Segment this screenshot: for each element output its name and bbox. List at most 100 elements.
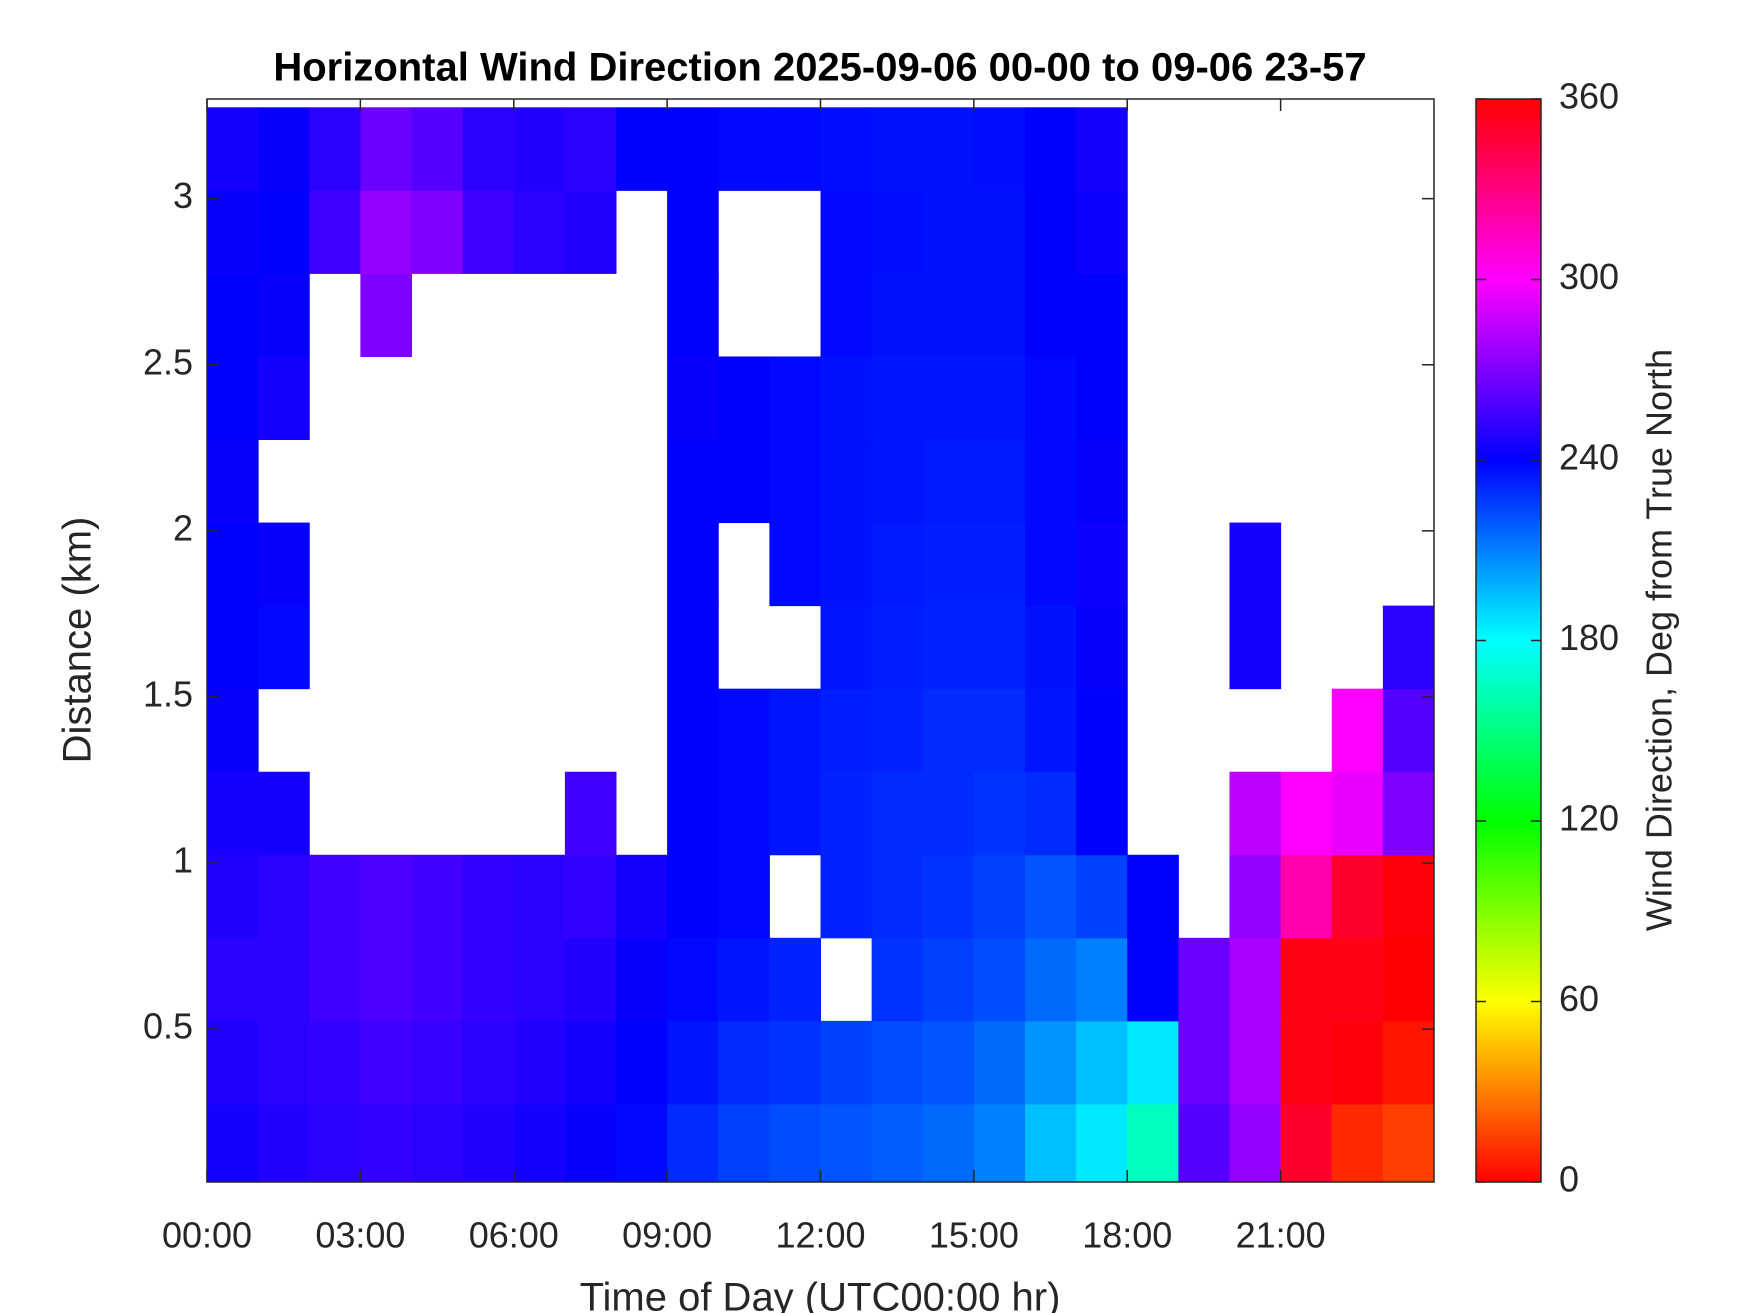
heatmap-cell	[718, 356, 770, 441]
heatmap-cell	[1280, 854, 1333, 939]
heatmap-cell	[564, 854, 617, 939]
heatmap-cell	[769, 1020, 821, 1105]
heatmap-cell	[769, 107, 821, 191]
heatmap-cell	[1076, 688, 1128, 773]
y-tick-label: 0.5	[143, 1006, 193, 1047]
heatmap-cell	[922, 107, 975, 191]
heatmap-cell	[1229, 771, 1282, 856]
heatmap-cell	[1025, 273, 1077, 357]
heatmap-cell	[973, 273, 1026, 357]
heatmap-cell	[1025, 1103, 1077, 1182]
heatmap-cell	[1382, 771, 1434, 856]
heatmap-cell	[820, 439, 873, 524]
heatmap-cell	[922, 937, 975, 1022]
heatmap-cell	[871, 937, 924, 1022]
heatmap-cell	[1076, 937, 1128, 1022]
heatmap-cell	[973, 605, 1026, 690]
x-axis-label: Time of Day (UTC00:00 hr)	[580, 1276, 1061, 1313]
colorbar-tick-label: 240	[1559, 437, 1619, 478]
heatmap-cell	[871, 1020, 924, 1105]
heatmap-cell	[1127, 1020, 1179, 1105]
x-tick-label: 21:00	[1236, 1215, 1326, 1256]
heatmap-cell	[258, 190, 310, 274]
heatmap-cell	[820, 107, 873, 191]
heatmap-cell	[1025, 107, 1077, 191]
heatmap-cell	[309, 1020, 361, 1105]
heatmap-cell	[462, 1103, 515, 1182]
heatmap-cell	[1076, 1020, 1128, 1105]
heatmap-cell	[820, 273, 873, 357]
heatmap-cell	[1178, 1103, 1230, 1182]
heatmap-cell	[667, 605, 719, 690]
heatmap-cell	[922, 273, 975, 357]
x-tick-label: 06:00	[469, 1215, 559, 1256]
colorbar-tick-label: 300	[1559, 256, 1619, 297]
heatmap-cell	[513, 854, 566, 939]
heatmap-cell	[718, 439, 770, 524]
heatmap-cell	[769, 439, 821, 524]
heatmap-cell	[718, 771, 770, 856]
heatmap-cell	[564, 1103, 617, 1182]
heatmap-cell	[820, 688, 873, 773]
heatmap-cell	[1025, 1020, 1077, 1105]
heatmap-cell	[922, 522, 975, 607]
heatmap-cell	[1076, 1103, 1128, 1182]
heatmap-cell	[667, 854, 719, 939]
colorbar	[1475, 98, 1542, 1183]
heatmap-cell	[360, 107, 412, 191]
heatmap-cell	[1127, 854, 1179, 939]
heatmap-cell	[564, 107, 617, 191]
heatmap-cell	[258, 522, 310, 607]
heatmap-cell	[871, 273, 924, 357]
heatmap-cell	[1382, 937, 1434, 1022]
heatmap-cell	[820, 190, 873, 274]
heatmap-cell	[667, 1103, 719, 1182]
heatmap-cell	[1025, 356, 1077, 441]
heatmap-cell	[667, 190, 719, 274]
heatmap-cell	[871, 854, 924, 939]
heatmap-cell	[820, 1020, 873, 1105]
heatmap-cell	[871, 107, 924, 191]
heatmap-cell	[820, 854, 873, 939]
colorbar-tick-label: 60	[1559, 978, 1599, 1019]
heatmap-cell	[564, 190, 617, 274]
heatmap-cell	[820, 605, 873, 690]
heatmap-cell	[922, 771, 975, 856]
heatmap-cell	[616, 937, 668, 1022]
heatmap-cell	[871, 605, 924, 690]
heatmap-cell	[922, 356, 975, 441]
heatmap-cell	[1331, 771, 1384, 856]
heatmap-cell	[462, 190, 515, 274]
colorbar-tick-label: 0	[1559, 1159, 1579, 1200]
heatmap-cell	[1076, 854, 1128, 939]
heatmap-cell	[1229, 1020, 1282, 1105]
x-tick-label: 18:00	[1082, 1215, 1172, 1256]
heatmap-cell	[1280, 1103, 1333, 1182]
heatmap-cell	[1178, 1020, 1230, 1105]
heatmap-cell	[207, 1020, 259, 1105]
heatmap-cell	[411, 1103, 464, 1182]
heatmap-cell	[1076, 190, 1128, 274]
heatmap-cell	[616, 854, 668, 939]
heatmap-cell	[462, 1020, 515, 1105]
heatmap-cell	[718, 937, 770, 1022]
heatmap-cell	[258, 937, 310, 1022]
heatmap-cell	[207, 107, 259, 191]
heatmap-cell	[1076, 439, 1128, 524]
heatmap-cell	[411, 107, 464, 191]
heatmap-cell	[820, 356, 873, 441]
heatmap-cell	[973, 771, 1026, 856]
heatmap-cell	[1025, 688, 1077, 773]
heatmap-cell	[973, 107, 1026, 191]
heatmap-cell	[769, 688, 821, 773]
heatmap-cell	[207, 937, 259, 1022]
heatmap-cell	[922, 439, 975, 524]
heatmap-cell	[258, 771, 310, 856]
heatmap-cell	[1076, 522, 1128, 607]
heatmap-cell	[667, 356, 719, 441]
heatmap-cell	[973, 937, 1026, 1022]
heatmap-cell	[207, 356, 259, 441]
heatmap-cell	[360, 1020, 412, 1105]
heatmap-cell	[1382, 688, 1434, 773]
